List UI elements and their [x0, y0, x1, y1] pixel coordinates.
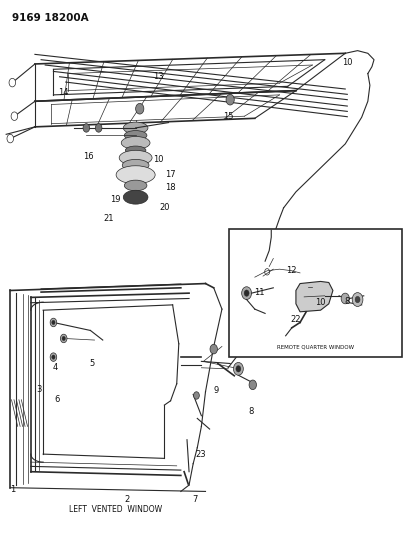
Ellipse shape [123, 122, 148, 134]
Text: LEFT  VENTED  WINDOW: LEFT VENTED WINDOW [69, 505, 162, 513]
Text: 9: 9 [214, 386, 219, 394]
Ellipse shape [119, 150, 152, 165]
Text: 9169 18200A: 9169 18200A [12, 13, 89, 23]
Text: 1: 1 [10, 485, 15, 494]
Circle shape [83, 124, 90, 132]
Text: 11: 11 [254, 288, 264, 296]
Text: 10: 10 [342, 58, 353, 67]
Text: REMOTE QUARTER WINDOW: REMOTE QUARTER WINDOW [277, 344, 354, 349]
Circle shape [9, 78, 16, 87]
Circle shape [249, 380, 256, 390]
Circle shape [7, 134, 14, 143]
Bar [229, 229, 402, 357]
Circle shape [226, 94, 234, 105]
Circle shape [62, 336, 65, 341]
Text: 6: 6 [54, 395, 60, 403]
Circle shape [50, 353, 57, 361]
Circle shape [60, 334, 67, 343]
Text: 2: 2 [125, 495, 130, 504]
Text: 16: 16 [83, 152, 94, 161]
Ellipse shape [124, 180, 147, 191]
Ellipse shape [121, 136, 150, 149]
Circle shape [136, 103, 144, 114]
Circle shape [244, 290, 249, 296]
Text: 23: 23 [195, 450, 206, 458]
Text: 14: 14 [58, 88, 69, 96]
Text: 17: 17 [165, 171, 176, 179]
Circle shape [11, 112, 18, 120]
Text: 20: 20 [159, 204, 170, 212]
Text: 13: 13 [153, 72, 164, 81]
Text: 3: 3 [36, 385, 42, 393]
Circle shape [95, 124, 102, 132]
Text: 10: 10 [315, 298, 326, 307]
Circle shape [50, 318, 57, 327]
Circle shape [242, 287, 252, 300]
Text: 8: 8 [344, 297, 350, 306]
Circle shape [52, 320, 55, 325]
Polygon shape [296, 281, 333, 312]
Text: 21: 21 [104, 214, 114, 223]
Ellipse shape [124, 131, 147, 140]
Text: 4: 4 [53, 364, 58, 372]
Circle shape [265, 269, 270, 275]
Circle shape [352, 293, 363, 306]
Text: 5: 5 [90, 359, 95, 368]
Circle shape [341, 293, 349, 304]
Text: 7: 7 [192, 495, 198, 504]
Circle shape [52, 355, 55, 359]
Text: 10: 10 [153, 156, 164, 164]
Circle shape [210, 344, 217, 354]
Circle shape [236, 366, 241, 372]
Text: 15: 15 [223, 112, 233, 120]
Text: 22: 22 [291, 316, 301, 324]
Text: 18: 18 [165, 183, 176, 191]
Ellipse shape [116, 166, 155, 184]
Text: 12: 12 [286, 266, 297, 274]
Text: 19: 19 [110, 196, 120, 204]
Circle shape [194, 392, 199, 399]
Ellipse shape [122, 159, 149, 171]
Ellipse shape [125, 146, 146, 155]
Ellipse shape [123, 190, 148, 204]
Circle shape [355, 296, 360, 303]
Text: 8: 8 [248, 407, 254, 416]
Circle shape [233, 362, 243, 375]
